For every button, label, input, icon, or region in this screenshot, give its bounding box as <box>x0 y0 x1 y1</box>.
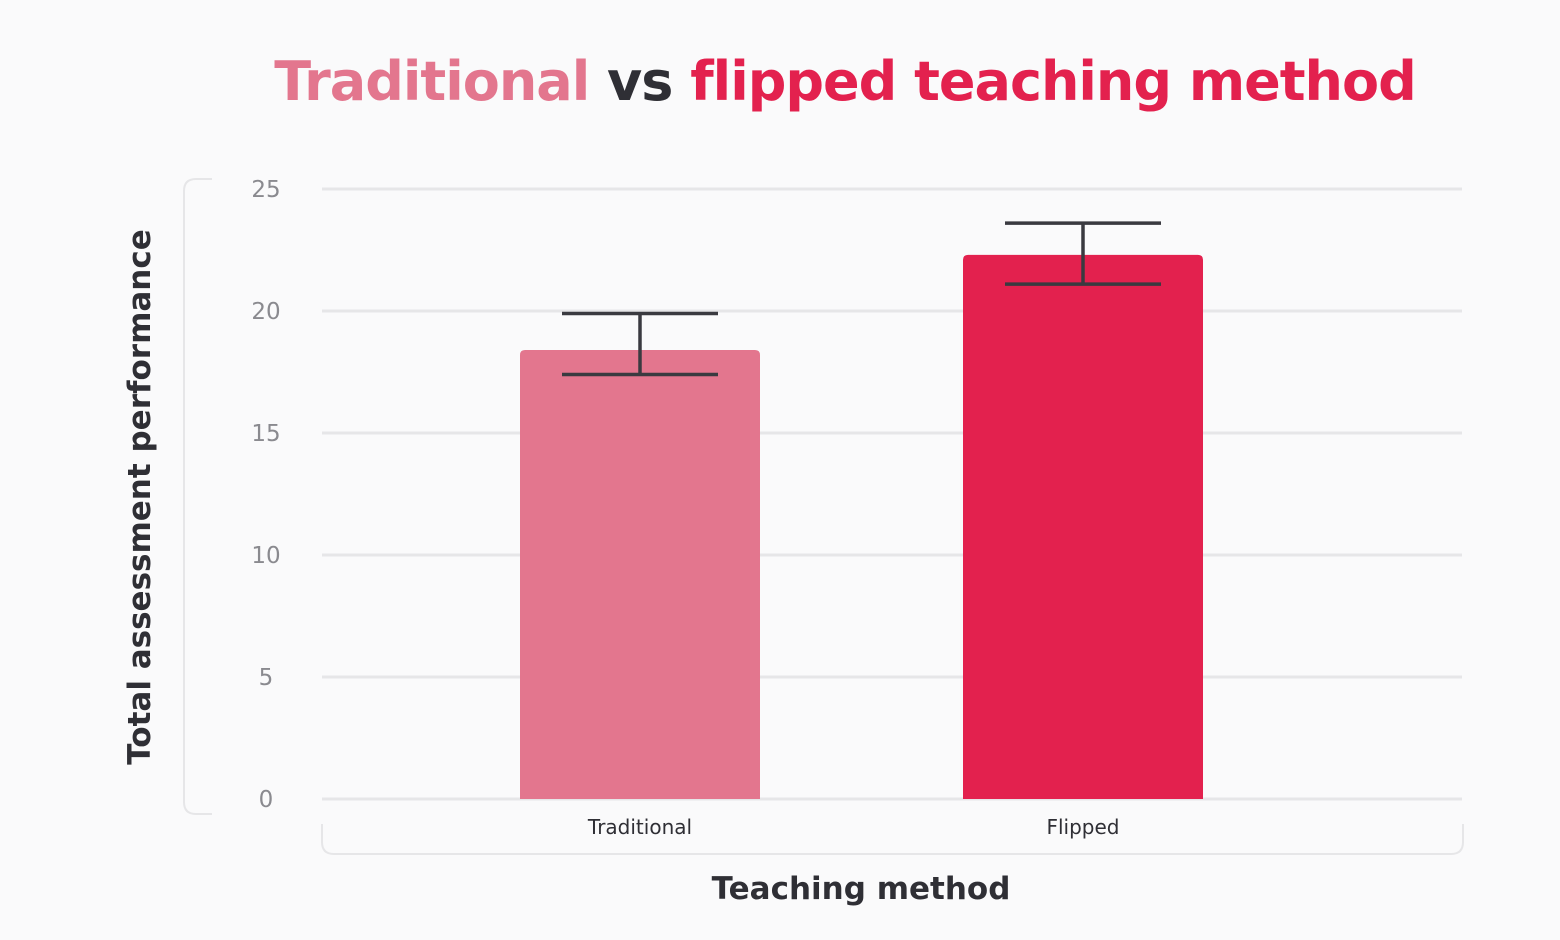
bar-traditional <box>520 350 760 799</box>
bars <box>520 254 1203 799</box>
x-category-labels: Traditional Flipped <box>587 815 1120 839</box>
y-axis-label: Total assessment performance <box>122 229 158 765</box>
x-axis-bracket <box>321 824 1464 855</box>
error-bars <box>562 221 1161 377</box>
y-tick-label-0: 0 <box>259 787 274 813</box>
bar-flipped <box>963 254 1203 799</box>
error-bar-flipped <box>1005 221 1161 286</box>
title-traditional: Traditional <box>274 50 590 113</box>
x-tick-label-traditional: Traditional <box>587 815 692 839</box>
error-bar-traditional <box>562 311 718 377</box>
title-vs: vs <box>607 50 673 113</box>
chart-frame <box>183 178 1464 855</box>
y-axis-bracket <box>183 178 212 815</box>
y-tick-label-25: 25 <box>251 177 280 203</box>
y-tick-labels: 0 5 10 15 20 25 <box>251 177 280 813</box>
y-tick-label-10: 10 <box>251 543 280 569</box>
y-tick-label-20: 20 <box>251 299 280 325</box>
y-tick-label-15: 15 <box>251 421 280 447</box>
gridlines <box>322 187 1462 801</box>
x-axis-label: Teaching method <box>712 871 1011 907</box>
chart-title: Traditional vs flipped teaching method <box>0 50 1560 113</box>
title-flipped: flipped teaching method <box>690 50 1417 113</box>
x-tick-label-flipped: Flipped <box>1046 815 1119 839</box>
y-tick-label-5: 5 <box>259 665 274 691</box>
